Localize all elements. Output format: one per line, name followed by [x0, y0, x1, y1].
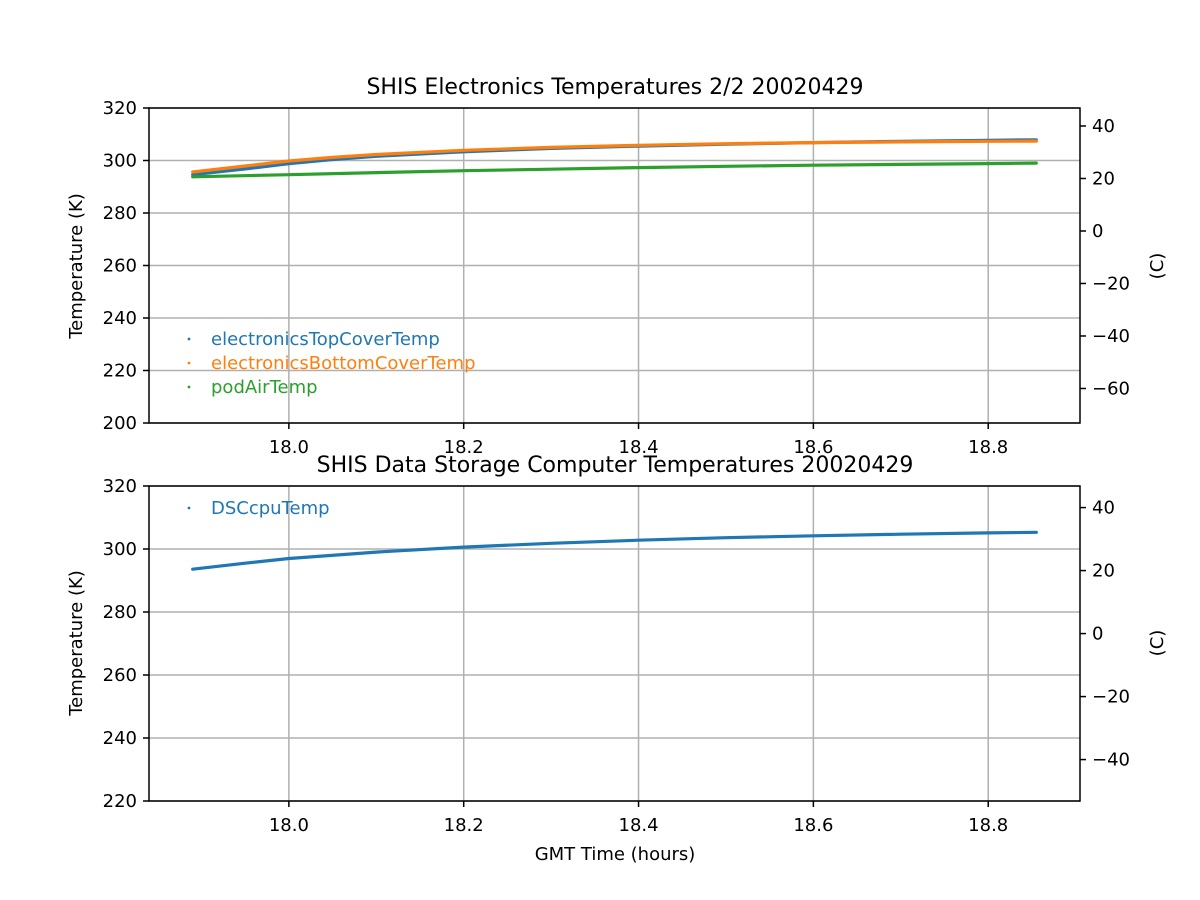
panel-dsc-series	[191, 530, 1038, 571]
panel-dsc: SHIS Data Storage Computer Temperatures …	[66, 453, 1168, 865]
panel-electronics-series	[191, 138, 1038, 179]
panel-electronics-y2tick-label: 0	[1092, 221, 1103, 242]
panel-dsc-ytick-label: 220	[103, 791, 137, 812]
panel-dsc-xtick-label: 18.4	[619, 815, 659, 836]
panel-dsc-series-DSCcpuTemp	[191, 530, 1038, 571]
panel-dsc-legend-marker	[187, 506, 191, 510]
panel-dsc-y2tick-label: 20	[1092, 561, 1115, 582]
panel-electronics-xtick-label: 18.6	[793, 437, 833, 458]
panel-electronics-xtick-label: 18.4	[619, 437, 659, 458]
panel-electronics-y2tick-label: 20	[1092, 168, 1115, 189]
panel-electronics-ylabel: Temperature (K)	[66, 193, 87, 340]
panel-electronics-legend: electronicsTopCoverTemp electronicsBottom…	[187, 329, 476, 398]
panel-electronics-ytick-label: 280	[103, 203, 137, 224]
panel-dsc-ytick-label: 280	[103, 602, 137, 623]
panel-dsc-xtick-label: 18.6	[793, 815, 833, 836]
panel-dsc-xtick-label: 18.8	[968, 815, 1008, 836]
panel-electronics-y2tick-label: −60	[1092, 378, 1130, 399]
panel-electronics: SHIS Electronics Temperatures 2/2 200204…	[66, 75, 1168, 458]
panel-electronics-legend-marker	[187, 337, 191, 341]
panel-dsc-ytick-label: 300	[103, 539, 137, 560]
panel-dsc-ticks: 18.0 18.2 18.4 18.6 18.8 220 240 260 280 300 320 −4…	[103, 476, 1130, 836]
panel-electronics-series-podAirTemp	[191, 161, 1038, 179]
panel-electronics-legend-marker	[187, 385, 191, 389]
panel-dsc-y2label: (C)	[1147, 630, 1168, 657]
panel-electronics-y2label: (C)	[1147, 253, 1168, 280]
panel-electronics-ytick-label: 300	[103, 151, 137, 172]
panel-dsc-y2tick-label: −20	[1092, 687, 1130, 708]
panel-electronics-xtick-label: 18.8	[968, 437, 1008, 458]
panel-dsc-ytick-label: 240	[103, 728, 137, 749]
panel-dsc-xlabel: GMT Time (hours)	[535, 844, 696, 865]
panel-electronics-ytick-label: 320	[103, 98, 137, 119]
panel-dsc-legend: DSCcpuTemp	[187, 498, 330, 519]
panel-electronics-title: SHIS Electronics Temperatures 2/2 200204…	[366, 75, 863, 100]
panel-dsc-ytick-label: 260	[103, 665, 137, 686]
panel-electronics-legend-label: podAirTemp	[211, 377, 318, 398]
panel-electronics-ytick-label: 260	[103, 256, 137, 277]
panel-dsc-xtick-label: 18.0	[269, 815, 309, 836]
panel-dsc-title: SHIS Data Storage Computer Temperatures …	[317, 453, 914, 478]
panel-electronics-y2tick-label: 40	[1092, 116, 1115, 137]
panel-electronics-series-electronicsBottomCoverTemp	[191, 139, 1038, 174]
panel-electronics-xtick-label: 18.0	[269, 437, 309, 458]
panel-dsc-xtick-label: 18.2	[444, 815, 484, 836]
panel-dsc-y2tick-label: 40	[1092, 498, 1115, 519]
panel-electronics-xtick-label: 18.2	[444, 437, 484, 458]
panel-electronics-legend-label: electronicsTopCoverTemp	[211, 329, 440, 350]
panel-electronics-legend-marker	[187, 361, 191, 365]
panel-dsc-legend-label: DSCcpuTemp	[211, 498, 330, 519]
panel-electronics-ticks: 18.0 18.2 18.4 18.6 18.820022024026028030032…	[103, 98, 1130, 458]
panel-dsc-y2tick-label: −40	[1092, 750, 1130, 771]
panel-dsc-ylabel: Temperature (K)	[66, 570, 87, 717]
panel-dsc-ytick-label: 320	[103, 476, 137, 497]
panel-dsc-frame	[148, 485, 1081, 802]
panel-electronics-y2tick-label: −20	[1092, 273, 1130, 294]
panel-electronics-y2tick-label: −40	[1092, 326, 1130, 347]
panel-electronics-legend-label: electronicsBottomCoverTemp	[211, 353, 476, 374]
panel-electronics-ytick-label: 200	[103, 413, 137, 434]
panel-dsc-y2tick-label: 0	[1092, 624, 1103, 645]
panel-electronics-ytick-label: 240	[103, 308, 137, 329]
panel-electronics-ytick-label: 220	[103, 361, 137, 382]
